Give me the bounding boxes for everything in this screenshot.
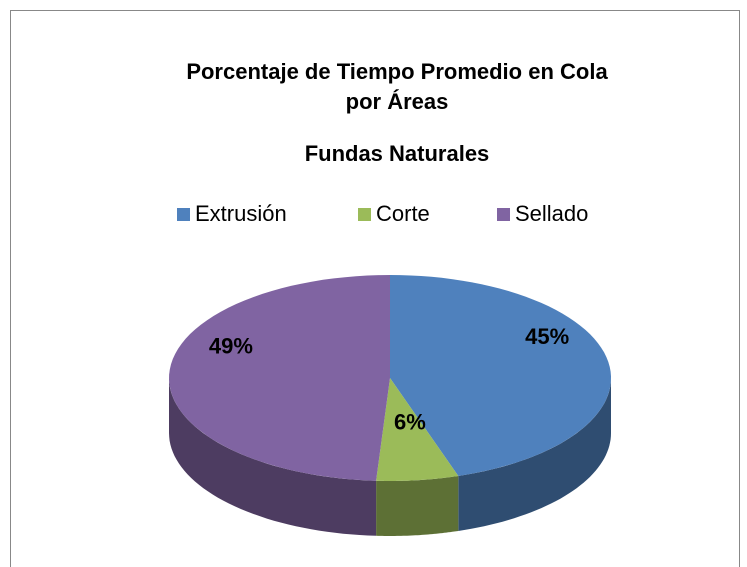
legend-swatch [497, 208, 510, 221]
legend-label: Extrusión [195, 201, 287, 226]
data-label: 45% [525, 324, 569, 349]
legend-swatch [358, 208, 371, 221]
legend-label: Corte [376, 201, 430, 226]
legend-label: Sellado [515, 201, 588, 226]
slice [376, 378, 459, 481]
chart-subtitle: Fundas Naturales [305, 141, 490, 166]
chart-title: Porcentaje de Tiempo Promedio en Cola [186, 59, 608, 84]
slice-side [169, 378, 377, 536]
slice-side [458, 378, 611, 531]
data-label: 49% [209, 333, 253, 358]
legend-swatch [177, 208, 190, 221]
slice [390, 275, 611, 476]
slice-side [376, 476, 459, 536]
chart-title: por Áreas [346, 89, 449, 114]
data-label: 6% [394, 409, 426, 434]
slice [169, 275, 390, 481]
